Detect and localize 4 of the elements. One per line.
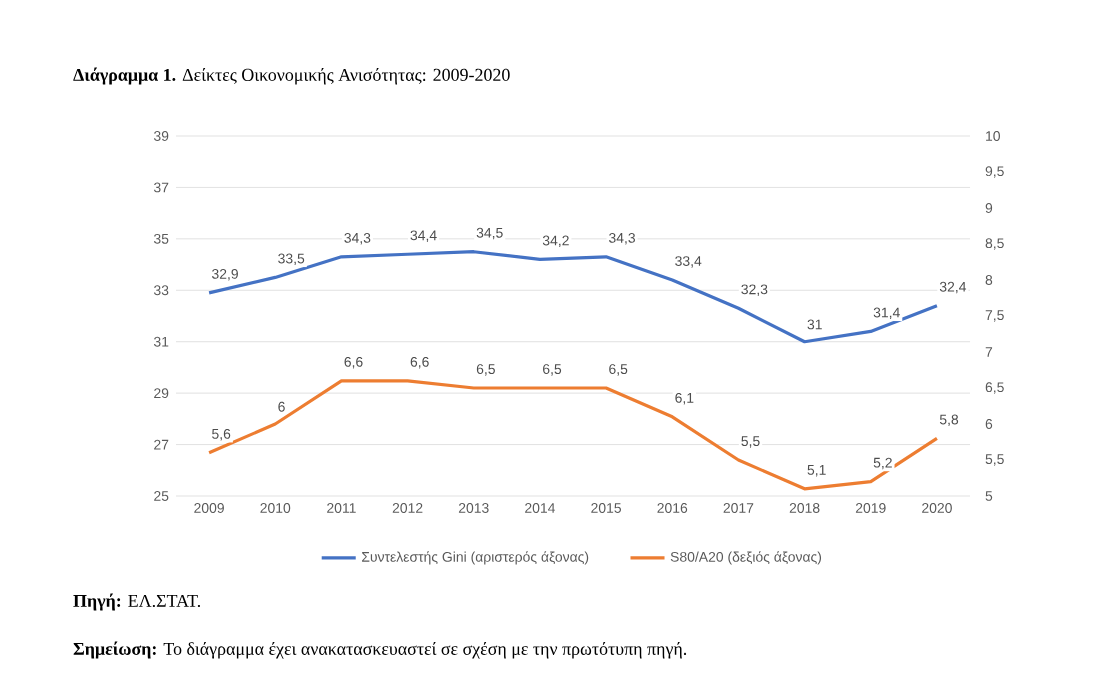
line-series xyxy=(207,250,939,344)
chart-title: Διάγραμμα 1. Δείκτες Οικονομικής Ανισότητας: 2009-2020 xyxy=(73,67,510,85)
text: Σημείωση: Το διάγραμμα έχει ανακατασκευαστεί σε σχέση με την πρωτότυπη πηγή. xyxy=(73,641,687,659)
text: Πηγή: ΕΛ.ΣΤΑΤ. xyxy=(73,593,201,611)
